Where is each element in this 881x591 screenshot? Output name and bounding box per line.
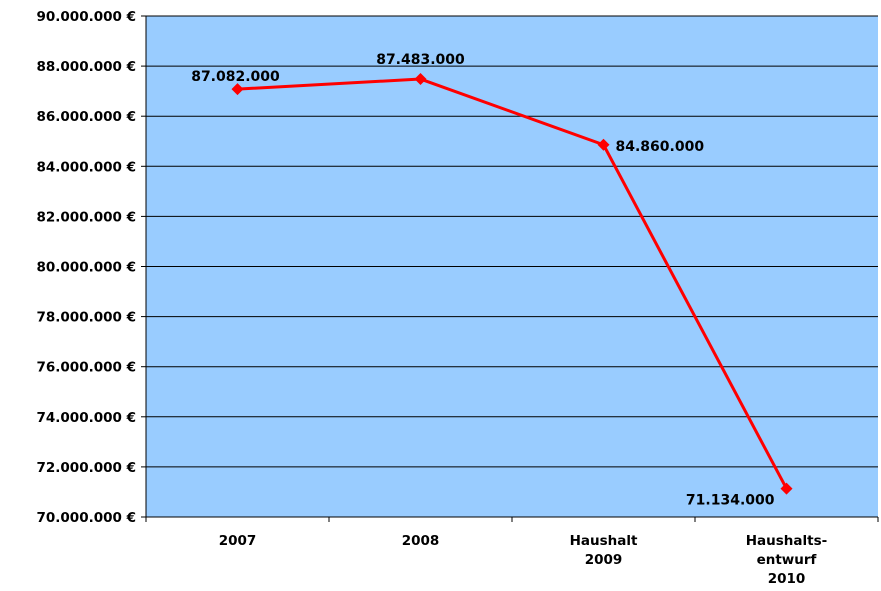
data-label: 71.134.000 — [686, 493, 775, 509]
y-tick-label: 84.000.000 € — [37, 159, 137, 175]
axes — [141, 15, 879, 522]
y-tick-label: 80.000.000 € — [37, 260, 137, 276]
y-tick-label: 86.000.000 € — [37, 109, 137, 125]
y-tick-label: 70.000.000 € — [37, 510, 137, 526]
y-tick-label: 72.000.000 € — [37, 460, 137, 476]
y-tick-label: 74.000.000 € — [37, 410, 137, 426]
data-label: 87.483.000 — [376, 52, 465, 68]
gridlines — [146, 15, 878, 468]
data-point-marker — [414, 73, 427, 86]
x-category-label-line: Haushalt — [570, 533, 638, 549]
data-label: 87.082.000 — [191, 69, 280, 85]
x-category-label-line: 2008 — [402, 533, 440, 549]
x-category-label: Haushalts-entwurf 2010 — [746, 533, 828, 587]
x-category-label: 2008 — [402, 533, 440, 549]
y-tick-label: 78.000.000 € — [37, 310, 137, 326]
data-labels: 87.082.000 87.483.000 84.860.000 71.134.000 — [191, 52, 775, 509]
y-tick-label: 82.000.000 € — [37, 209, 137, 225]
x-category-label-line: Haushalts- — [746, 533, 828, 549]
x-category-label-line: 2007 — [219, 533, 257, 549]
x-category-label-line: 2009 — [585, 552, 623, 568]
x-category-label: Haushalt 2009 — [570, 533, 638, 568]
x-category-label-line: entwurf — [757, 552, 817, 568]
series-line — [237, 77, 788, 490]
series-markers — [231, 73, 793, 495]
series-line-path — [237, 77, 788, 490]
y-tick-label: 90.000.000 € — [37, 9, 137, 25]
data-point-marker — [231, 83, 244, 96]
y-tick-label: 76.000.000 € — [37, 360, 137, 376]
y-tick-label: 88.000.000 € — [37, 59, 137, 75]
x-axis-category-labels: 2007 2008 Haushalt 2009 Haushalts-entwurf 201… — [219, 533, 828, 587]
data-point-marker — [780, 482, 793, 495]
data-label: 84.860.000 — [616, 139, 705, 155]
x-category-label: 2007 — [219, 533, 257, 549]
y-axis-tick-labels: 70.000.000 € 72.000.000 € 74.000.000 € 76.0… — [37, 9, 137, 526]
data-point-marker — [597, 138, 610, 151]
x-category-label-line: 2010 — [768, 571, 806, 587]
